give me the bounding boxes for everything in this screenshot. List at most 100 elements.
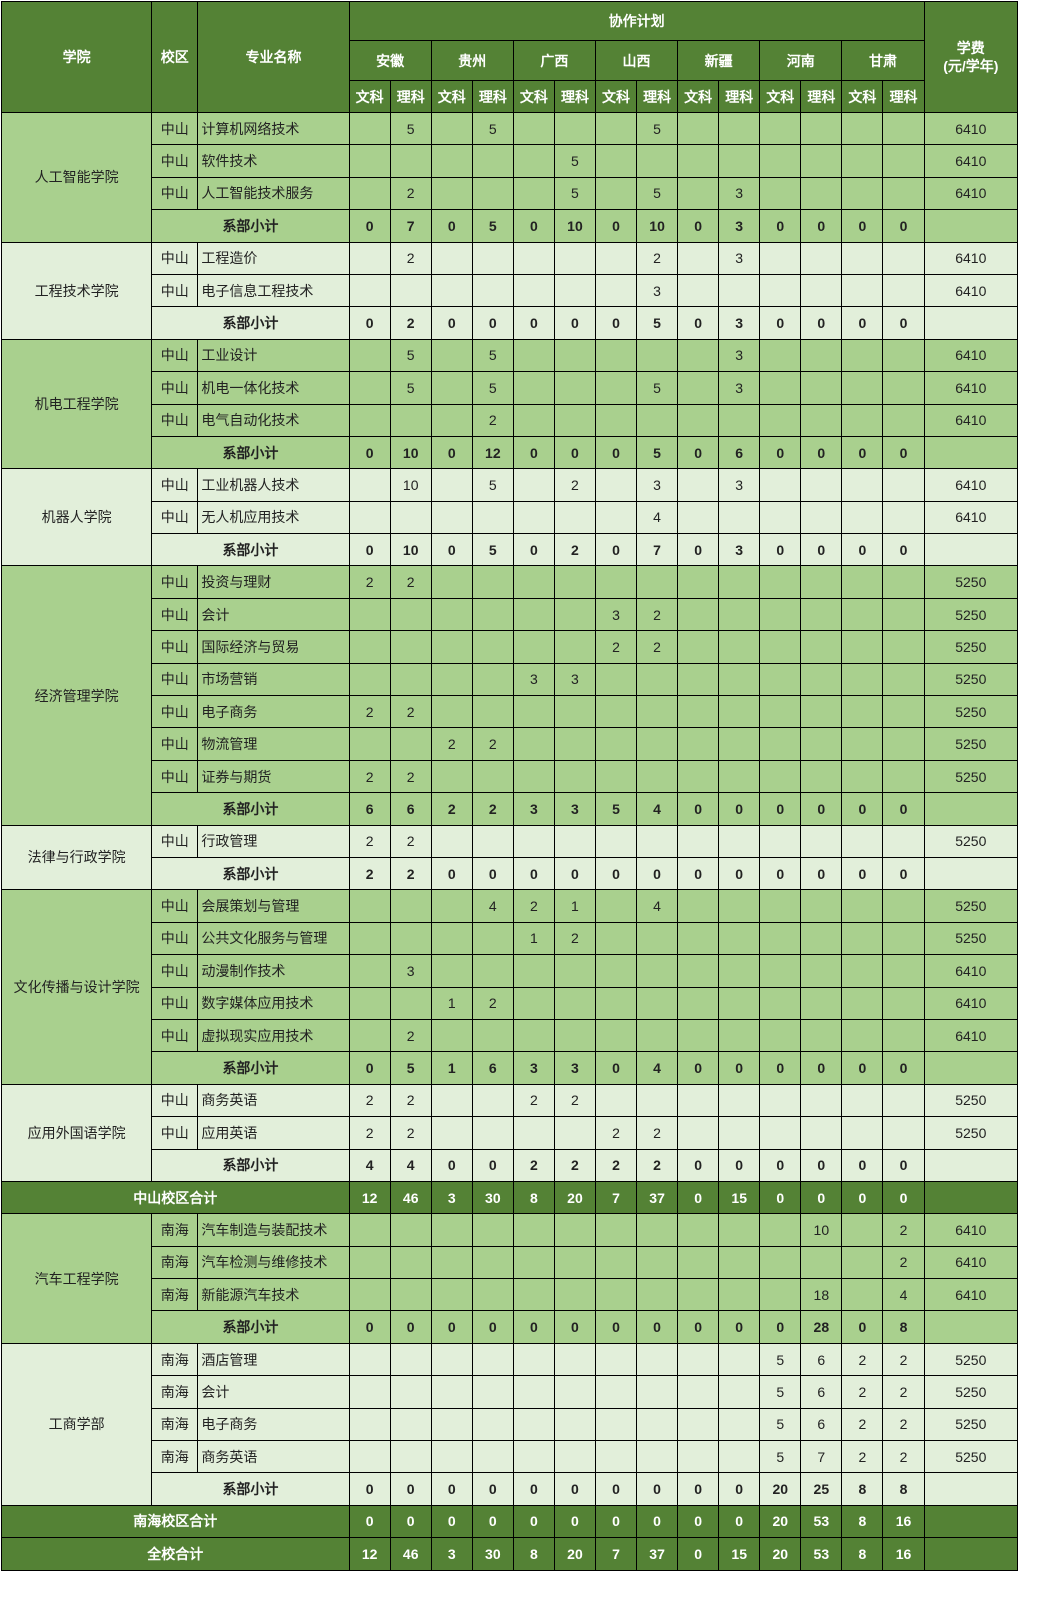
quota-cell bbox=[553, 824, 596, 858]
subtotal-value: 0 bbox=[636, 1472, 679, 1506]
total-value: 20 bbox=[553, 1180, 596, 1215]
subtotal-value: 3 bbox=[718, 533, 761, 567]
quota-cell bbox=[841, 338, 884, 373]
total-label: 全校合计 bbox=[1, 1537, 350, 1571]
quota-cell: 10 bbox=[800, 1213, 843, 1247]
quota-cell: 2 bbox=[882, 1245, 925, 1280]
quota-cell bbox=[800, 1116, 843, 1150]
quota-cell: 2 bbox=[471, 403, 514, 437]
subtotal-value: 10 bbox=[553, 209, 596, 243]
quota-cell bbox=[594, 565, 638, 599]
quota-cell bbox=[430, 176, 473, 211]
subtotal-value: 2 bbox=[389, 306, 432, 340]
quota-cell: 4 bbox=[882, 1278, 925, 1312]
subtotal-value: 0 bbox=[471, 856, 514, 891]
total-label: 中山校区合计 bbox=[1, 1180, 350, 1215]
quota-cell bbox=[800, 273, 843, 308]
quota-cell: 2 bbox=[553, 468, 596, 502]
quota-cell: 6 bbox=[800, 1407, 843, 1442]
table-row: 中山 电子商务 2 2 5250 bbox=[1, 695, 1019, 729]
quota-cell bbox=[389, 921, 432, 956]
table-body: 人工智能学院 中山 计算机网络技术 5 5 5 6410 中山 软件技术 5 6410 中山 人工智能技… bbox=[0, 111, 1019, 1571]
quota-cell bbox=[800, 889, 843, 923]
enrollment-plan-table: 学院 校区 专业名称 协作计划 学费 (元/学年) 安徽 贵州 广西 山西 新疆 河南 甘肃… bbox=[0, 1, 1019, 1571]
quota-cell bbox=[512, 759, 555, 794]
total-value: 7 bbox=[594, 1180, 638, 1215]
quota-cell bbox=[512, 1342, 555, 1377]
quota-cell bbox=[800, 695, 843, 729]
table-row: 机电工程学院 中山 工业设计 5 5 3 6410 bbox=[0, 338, 1019, 470]
quota-cell bbox=[348, 500, 391, 535]
subtotal-value: 0 bbox=[512, 533, 555, 567]
subtotal-value: 0 bbox=[512, 435, 555, 470]
subtotal-value: 5 bbox=[594, 792, 638, 826]
quota-cell bbox=[471, 1245, 514, 1280]
table-row: 南海 电子商务 5 6 2 2 5250 bbox=[1, 1407, 1019, 1442]
quota-cell bbox=[759, 468, 802, 502]
quota-cell bbox=[594, 1018, 638, 1053]
quota-cell bbox=[348, 954, 391, 988]
subtotal-fee-empty bbox=[923, 209, 1019, 243]
quota-cell: 2 bbox=[348, 1083, 391, 1118]
total-value: 8 bbox=[512, 1537, 555, 1571]
total-value: 8 bbox=[841, 1504, 884, 1539]
quota-cell: 6 bbox=[800, 1342, 843, 1377]
subtotal-value: 0 bbox=[430, 435, 473, 470]
quota-cell bbox=[882, 662, 925, 697]
quota-cell bbox=[800, 565, 843, 599]
quota-cell bbox=[800, 921, 843, 956]
header-arts: 文科 bbox=[430, 80, 473, 113]
quota-cell bbox=[882, 727, 925, 761]
fee-cell: 6410 bbox=[923, 1278, 1019, 1312]
fee-cell: 6410 bbox=[923, 1018, 1019, 1053]
quota-cell: 5 bbox=[389, 371, 432, 405]
subtotal-value: 0 bbox=[718, 792, 761, 826]
subtotal-value: 0 bbox=[348, 209, 391, 243]
quota-cell bbox=[882, 1083, 925, 1118]
subtotal-value: 0 bbox=[636, 1310, 679, 1344]
quota-cell bbox=[718, 111, 761, 146]
quota-cell bbox=[594, 889, 638, 923]
major-name: 计算机网络技术 bbox=[197, 111, 350, 146]
quota-cell bbox=[553, 727, 596, 761]
quota-cell bbox=[471, 1213, 514, 1247]
quota-cell bbox=[759, 662, 802, 697]
quota-cell bbox=[553, 500, 596, 535]
fee-cell: 5250 bbox=[923, 630, 1019, 664]
quota-cell: 2 bbox=[594, 1116, 638, 1150]
quota-cell bbox=[471, 921, 514, 956]
subtotal-row: 系部小计 0 0 0 0 0 0 0 0 0 0 0 28 0 8 bbox=[1, 1310, 1019, 1344]
campus-cell: 南海 bbox=[151, 1342, 199, 1377]
subtotal-value: 20 bbox=[759, 1472, 802, 1506]
quota-cell bbox=[841, 1018, 884, 1053]
subtotal-value: 0 bbox=[718, 1310, 761, 1344]
quota-cell: 5 bbox=[471, 468, 514, 502]
fee-cell: 6410 bbox=[923, 371, 1019, 405]
quota-cell bbox=[553, 241, 596, 275]
subtotal-value: 0 bbox=[348, 306, 391, 340]
quota-cell bbox=[512, 565, 555, 599]
header-major: 专业名称 bbox=[197, 1, 350, 113]
quota-cell bbox=[636, 1083, 679, 1118]
subtotal-value: 8 bbox=[841, 1472, 884, 1506]
quota-cell bbox=[553, 1116, 596, 1150]
campus-cell: 中山 bbox=[151, 144, 199, 178]
quota-cell bbox=[512, 468, 555, 502]
fee-cell: 5250 bbox=[923, 824, 1019, 858]
quota-cell bbox=[636, 727, 679, 761]
table-row: 机器人学院 中山 工业机器人技术 10 5 2 3 3 6410 bbox=[0, 468, 1019, 567]
quota-cell bbox=[594, 986, 638, 1020]
subtotal-value: 0 bbox=[594, 1310, 638, 1344]
subtotal-value: 0 bbox=[677, 1472, 720, 1506]
quota-cell bbox=[636, 759, 679, 794]
major-name: 工程造价 bbox=[197, 241, 350, 275]
subtotal-value: 0 bbox=[800, 209, 843, 243]
subtotal-value: 6 bbox=[389, 792, 432, 826]
quota-cell bbox=[677, 1407, 720, 1442]
quota-cell: 5 bbox=[759, 1407, 802, 1442]
quota-cell bbox=[594, 371, 638, 405]
quota-cell bbox=[882, 241, 925, 275]
quota-cell bbox=[759, 630, 802, 664]
quota-cell bbox=[677, 1440, 720, 1474]
quota-cell bbox=[348, 1342, 391, 1377]
